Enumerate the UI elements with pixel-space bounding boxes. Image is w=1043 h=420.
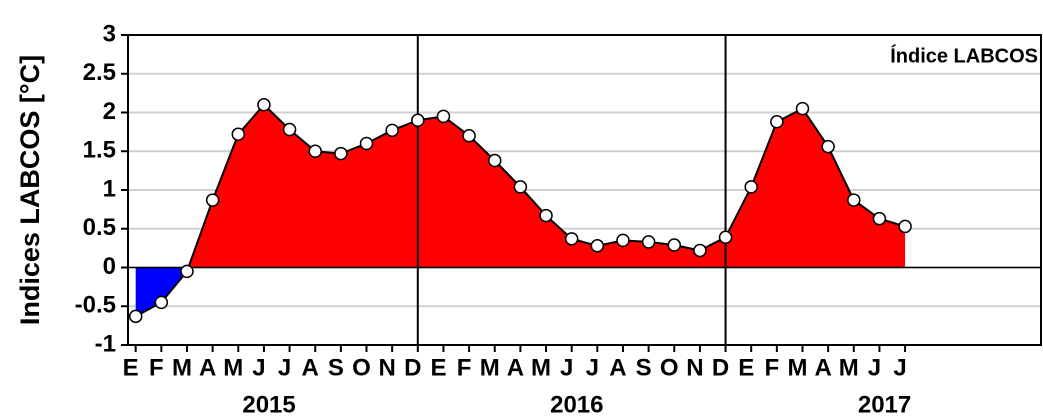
point — [513, 180, 528, 194]
x-tick-label: A — [609, 354, 626, 381]
year-label: 2016 — [550, 391, 603, 418]
year-label: 2017 — [858, 391, 911, 418]
point — [205, 193, 220, 207]
x-tick-label: M — [787, 354, 807, 381]
x-tick-label: A — [199, 354, 216, 381]
point — [744, 180, 758, 194]
x-tick-label: F — [149, 354, 164, 381]
point — [180, 264, 194, 279]
point — [487, 153, 502, 168]
x-tick-label: N — [686, 354, 703, 381]
x-tick-label: O — [660, 354, 679, 381]
x-tick-label: A — [302, 354, 319, 381]
point — [385, 123, 399, 138]
y-tick-label: 1 — [103, 175, 116, 202]
point — [359, 136, 374, 151]
point — [231, 127, 246, 141]
point — [282, 122, 297, 137]
y-tick-label: 3 — [103, 20, 116, 47]
y-tick-label: 0 — [103, 253, 116, 280]
x-tick-label: M — [223, 354, 243, 381]
x-tick-label: E — [123, 354, 139, 381]
point — [821, 139, 835, 154]
point — [641, 235, 656, 249]
point — [564, 232, 579, 246]
point — [462, 129, 476, 143]
point — [334, 146, 348, 161]
x-tick-label: M — [480, 354, 500, 381]
x-tick-label: N — [378, 354, 395, 381]
x-tick-label: M — [839, 354, 859, 381]
x-tick-label: S — [636, 354, 652, 381]
point — [154, 295, 169, 310]
x-tick-label: D — [712, 354, 729, 381]
point — [436, 109, 451, 124]
point — [539, 208, 553, 223]
x-tick-label: O — [352, 354, 371, 381]
y-tick-label: -1 — [95, 330, 116, 357]
x-tick-label: A — [814, 354, 831, 381]
point — [616, 233, 630, 248]
point — [667, 238, 682, 252]
x-tick-label: J — [560, 354, 573, 381]
point — [847, 193, 861, 207]
point — [693, 243, 707, 258]
point — [770, 115, 784, 129]
x-tick-label: M — [531, 354, 551, 381]
x-tick-label: E — [430, 354, 446, 381]
area-positive — [135, 104, 906, 268]
x-tick-label: E — [738, 354, 754, 381]
point — [718, 230, 733, 245]
x-tick-label: F — [457, 354, 472, 381]
x-tick-label: J — [252, 354, 265, 381]
x-tick-label: D — [404, 354, 421, 381]
x-tick-label: J — [278, 354, 291, 381]
x-tick-label: A — [507, 354, 524, 381]
x-tick-label: S — [328, 354, 344, 381]
point — [308, 144, 322, 158]
point — [128, 309, 143, 324]
point — [411, 113, 425, 127]
y-tick-label: 2 — [103, 98, 116, 125]
x-tick-label: F — [765, 354, 780, 381]
y-tick-label: 1.5 — [83, 137, 116, 164]
point — [590, 239, 605, 253]
point — [898, 219, 912, 234]
plot-frame — [127, 34, 1042, 346]
x-tick-label: J — [586, 354, 599, 381]
annotation: Índice LABCOS — [890, 44, 1038, 67]
x-tick-label: J — [893, 354, 906, 381]
point — [257, 98, 271, 112]
x-tick-label: M — [172, 354, 192, 381]
y-axis-label: Indices LABCOS [°C] — [15, 55, 45, 325]
year-label: 2015 — [242, 391, 295, 418]
x-tick-label: J — [868, 354, 881, 381]
y-tick-label: -0.5 — [75, 292, 116, 319]
y-tick-label: 0.5 — [83, 214, 116, 241]
point — [872, 211, 887, 226]
point — [795, 101, 810, 116]
y-tick-label: 2.5 — [83, 59, 116, 86]
